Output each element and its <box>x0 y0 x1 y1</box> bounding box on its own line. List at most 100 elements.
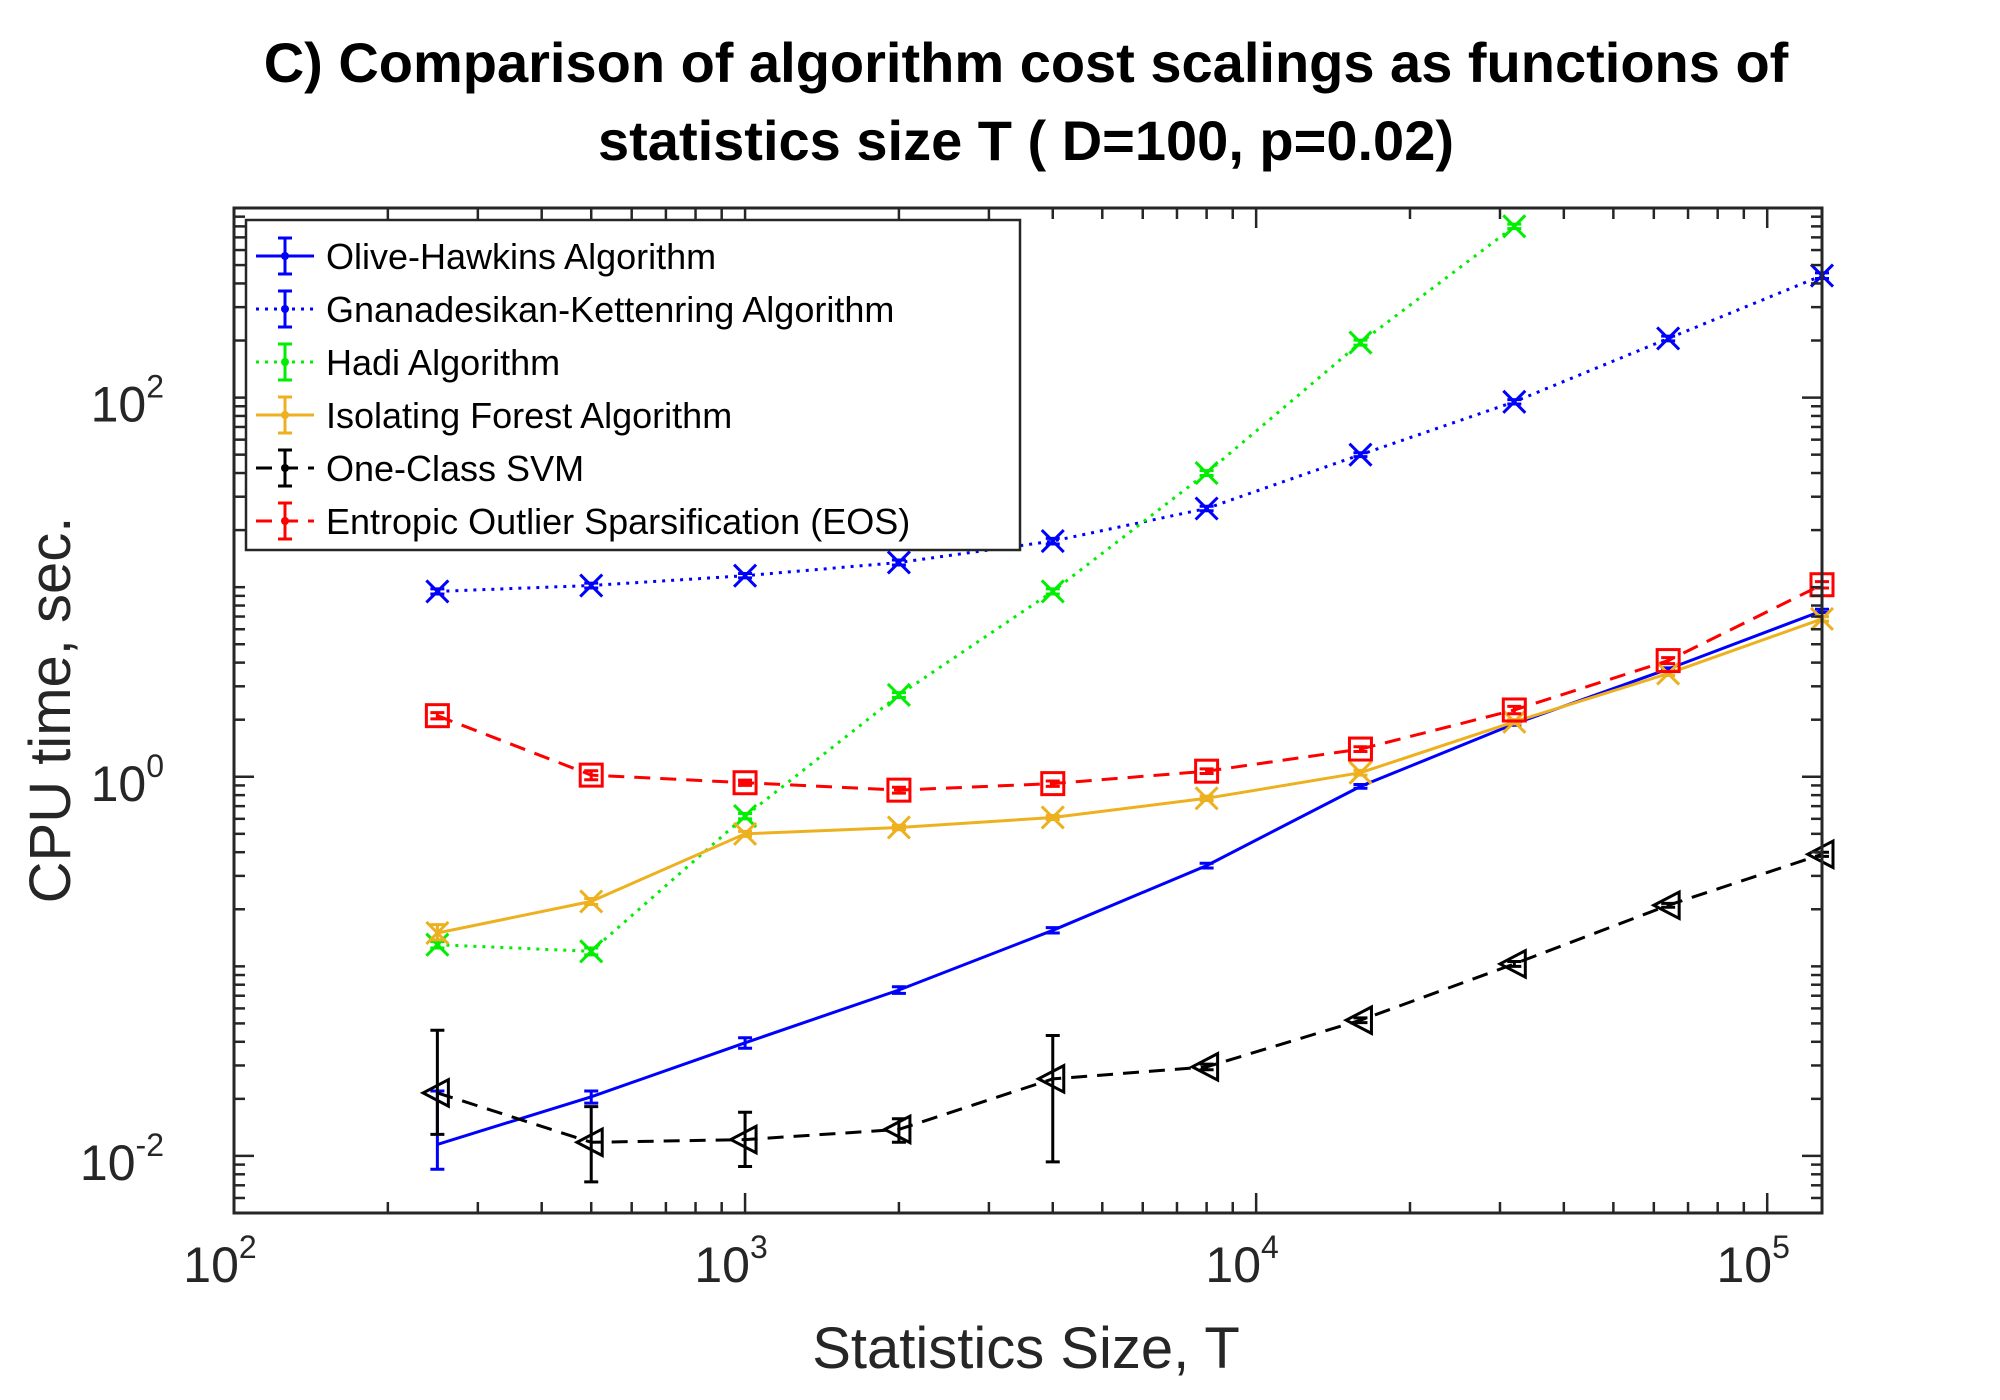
legend-label: Isolating Forest Algorithm <box>326 395 732 436</box>
series-one-class-svm-point <box>419 1077 450 1109</box>
series-entropic-outlier-sparsification-eos-errorbar <box>430 711 445 721</box>
series-one-class-svm-errorbar <box>584 1105 599 1184</box>
series-olive-hawkins-algorithm <box>430 607 1829 1171</box>
legend-item-olive-hawkins-algorithm: Olive-Hawkins Algorithm <box>256 236 716 277</box>
series-hadi-algorithm-point <box>1348 330 1373 355</box>
series-one-class-svm-line <box>436 852 1823 1144</box>
series-one-class-svm-point <box>1189 1051 1220 1083</box>
series-one-class-svm-errorbar <box>1507 960 1522 968</box>
legend-marker <box>281 517 289 525</box>
series-entropic-outlier-sparsification-eos-errorbar <box>891 785 906 795</box>
x-axis-label: Statistics Size, T <box>812 1316 1240 1381</box>
series-olive-hawkins-algorithm-errorbar <box>891 985 906 995</box>
legend-item-gnanadesikan-kettenring-algorithm: Gnanadesikan-Kettenring Algorithm <box>256 289 894 330</box>
legend-label: Entropic Outlier Sparsification (EOS) <box>326 501 910 542</box>
series-one-class-svm-point <box>1342 1004 1373 1036</box>
series-isolating-forest-algorithm-point <box>733 821 758 846</box>
series-entropic-outlier-sparsification-eos-point <box>732 770 758 796</box>
legend: Olive-Hawkins Algorithm Gnanadesikan-Kett… <box>244 218 1022 552</box>
legend-marker <box>281 305 289 313</box>
series-hadi-algorithm <box>425 214 1527 964</box>
series-isolating-forest-algorithm-point <box>1656 661 1681 686</box>
legend-label: Hadi Algorithm <box>326 342 560 383</box>
series-olive-hawkins-algorithm-errorbar <box>1199 861 1214 870</box>
series-isolating-forest-algorithm-point <box>1348 760 1373 785</box>
series-isolating-forest-algorithm-point <box>579 889 604 914</box>
series-isolating-forest-algorithm-point <box>1194 786 1219 811</box>
legend-marker <box>281 464 289 472</box>
series-one-class-svm-errorbar <box>738 1110 753 1168</box>
series-one-class-svm <box>419 838 1835 1184</box>
series-olive-hawkins-algorithm-errorbar <box>584 1089 599 1105</box>
series-one-class-svm-point <box>881 1113 912 1146</box>
series-one-class-svm-point <box>1035 1063 1066 1095</box>
series-gnanadesikan-kettenring-algorithm-point <box>1656 326 1681 351</box>
legend-label: Gnanadesikan-Kettenring Algorithm <box>326 289 894 330</box>
series-hadi-algorithm-point <box>1040 579 1065 604</box>
series-one-class-svm-point <box>1650 889 1681 921</box>
series-hadi-algorithm-point <box>886 682 911 708</box>
y-tick-label: 10-2 <box>80 1127 164 1191</box>
series-hadi-algorithm-point <box>1502 214 1527 239</box>
series-entropic-outlier-sparsification-eos-point <box>1347 736 1373 762</box>
series-entropic-outlier-sparsification-eos-errorbar <box>1199 767 1214 776</box>
x-tick-label: 104 <box>1205 1229 1278 1293</box>
legend-box <box>244 218 1022 552</box>
series-olive-hawkins-algorithm-errorbar <box>1353 783 1368 790</box>
series-isolating-forest-algorithm-point <box>1040 805 1065 830</box>
legend-item-one-class-svm: One-Class SVM <box>256 448 584 489</box>
series-gnanadesikan-kettenring-algorithm-point <box>425 579 450 604</box>
series-gnanadesikan-kettenring-algorithm-point <box>1040 529 1065 554</box>
series-entropic-outlier-sparsification-eos-point <box>578 762 604 788</box>
series-entropic-outlier-sparsification-eos-errorbar <box>1507 704 1522 716</box>
series-one-class-svm-point <box>573 1126 604 1158</box>
ticks-layer: 102 103 104 105 10-2 100 102 <box>80 206 1822 1293</box>
chart-title-line2: statistics size T ( D=100, p=0.02) <box>598 109 1454 172</box>
series-one-class-svm-point <box>727 1123 758 1156</box>
series-entropic-outlier-sparsification-eos-line <box>436 583 1823 792</box>
series-olive-hawkins-algorithm-errorbar <box>1045 926 1060 935</box>
series-entropic-outlier-sparsification-eos-point <box>424 703 450 729</box>
series-one-class-svm-errorbar <box>1045 1033 1060 1164</box>
x-tick-label: 105 <box>1716 1229 1789 1293</box>
series-one-class-svm-errorbar <box>430 1028 445 1136</box>
y-tick-label: 100 <box>91 748 164 812</box>
legend-label: One-Class SVM <box>326 448 584 489</box>
series-gnanadesikan-kettenring-algorithm-point <box>733 563 758 588</box>
series-entropic-outlier-sparsification-eos-errorbar <box>1353 745 1368 753</box>
legend-marker <box>281 411 289 419</box>
series-one-class-svm-point <box>1804 838 1835 870</box>
series-gnanadesikan-kettenring-algorithm-point <box>579 573 604 598</box>
y-axis-label: CPU time, sec. <box>18 517 83 904</box>
y-tick-label: 102 <box>91 369 164 433</box>
series-entropic-outlier-sparsification-eos-errorbar <box>1661 656 1676 666</box>
series-entropic-outlier-sparsification-eos-errorbar <box>584 769 599 782</box>
legend-item-entropic-outlier-sparsification-eos: Entropic Outlier Sparsification (EOS) <box>256 501 910 542</box>
series-hadi-algorithm-point <box>733 804 758 829</box>
series-gnanadesikan-kettenring-algorithm <box>425 263 1835 604</box>
series-isolating-forest-algorithm-line <box>437 617 1823 935</box>
legend-label: Olive-Hawkins Algorithm <box>326 236 716 277</box>
series-entropic-outlier-sparsification-eos-point <box>1040 771 1066 797</box>
chart-title: C) Comparison of algorithm cost scalings… <box>264 31 1789 94</box>
series-entropic-outlier-sparsification-eos-errorbar <box>1045 779 1060 788</box>
series-olive-hawkins-algorithm-errorbar <box>738 1036 753 1050</box>
series-entropic-outlier-sparsification-eos-point <box>886 777 912 803</box>
series-gnanadesikan-kettenring-algorithm-point <box>1194 496 1219 521</box>
series-one-class-svm-errorbar <box>1199 1062 1214 1072</box>
series-one-class-svm-errorbar <box>1661 901 1676 909</box>
series-gnanadesikan-kettenring-algorithm-point <box>886 550 911 575</box>
x-tick-label: 102 <box>183 1229 256 1293</box>
series-isolating-forest-algorithm-point <box>886 815 911 840</box>
series-gnanadesikan-kettenring-algorithm-point <box>1348 442 1373 467</box>
legend-marker <box>281 358 289 366</box>
series-isolating-forest-algorithm-point <box>425 920 450 946</box>
x-tick-label: 103 <box>694 1229 767 1293</box>
series-entropic-outlier-sparsification-eos-point <box>1655 648 1681 674</box>
series-entropic-outlier-sparsification-eos-point <box>1501 697 1527 723</box>
legend-marker <box>281 252 289 260</box>
series-gnanadesikan-kettenring-algorithm-point <box>1502 389 1527 414</box>
series-one-class-svm-point <box>1496 948 1527 980</box>
series-hadi-algorithm-point <box>425 932 450 957</box>
